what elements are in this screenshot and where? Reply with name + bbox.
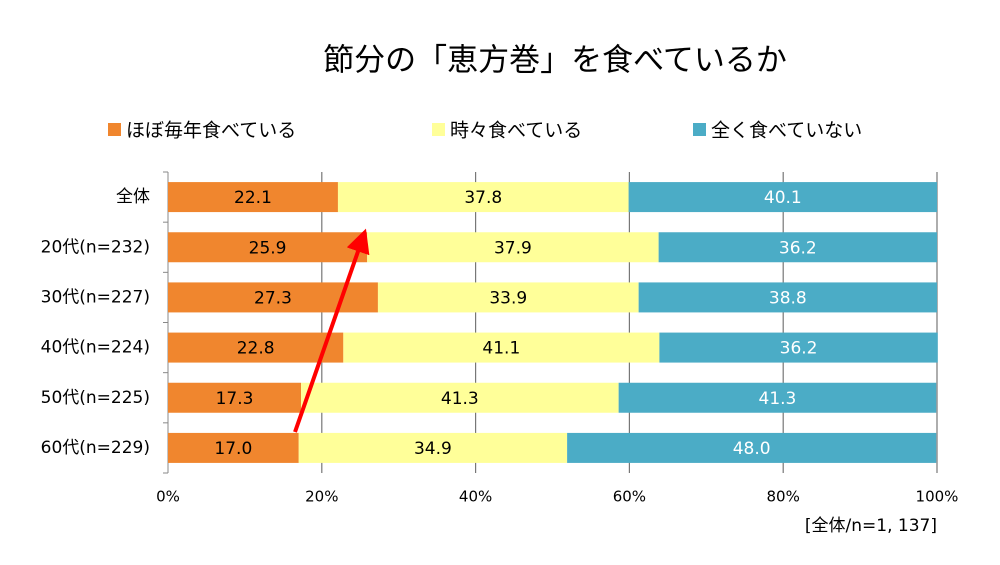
x-tick-label: 40%: [459, 488, 492, 506]
value-label: 38.8: [769, 288, 807, 308]
annotation: [全体/n=1, 137]: [805, 516, 937, 536]
y-tick-label: 40代(n=224): [41, 338, 150, 358]
value-label: 36.2: [779, 238, 817, 258]
value-label: 22.1: [234, 188, 272, 208]
y-tick-label: 60代(n=229): [41, 438, 150, 458]
y-tick-label: 30代(n=227): [41, 287, 150, 307]
bar-segment: [168, 182, 338, 213]
legend-label: 全く食べていない: [711, 120, 862, 142]
value-label: 33.9: [489, 288, 527, 308]
value-label: 34.9: [414, 439, 452, 459]
value-label: 37.9: [494, 238, 532, 258]
y-tick-label: 20代(n=232): [41, 237, 150, 257]
bar-segment: [658, 232, 937, 263]
chart-title: 節分の「恵方巻」を食べているか: [323, 43, 787, 79]
value-label: 25.9: [249, 238, 287, 258]
bar-segment: [638, 282, 937, 313]
bar-segment: [343, 332, 660, 363]
value-label: 36.2: [780, 339, 818, 359]
value-label: 48.0: [733, 439, 771, 459]
legend-swatch: [108, 123, 121, 136]
x-tick-label: 80%: [767, 488, 800, 506]
bar-segment: [659, 332, 938, 363]
x-tick-label: 20%: [305, 488, 338, 506]
legend-label: ほぼ毎年食べている: [126, 120, 296, 142]
y-tick-label: 全体: [116, 187, 150, 207]
value-label: 41.1: [482, 339, 520, 359]
bar-segment: [168, 332, 344, 363]
trend-arrow: [293, 228, 370, 433]
bar-segment: [337, 182, 629, 213]
value-label: 27.3: [254, 288, 292, 308]
value-label: 41.3: [441, 389, 479, 409]
value-label: 37.8: [464, 188, 502, 208]
x-tick-label: 60%: [613, 488, 646, 506]
value-label: 41.3: [759, 389, 797, 409]
bar-segment: [567, 432, 937, 463]
bar-segment: [367, 232, 659, 263]
legend-swatch: [693, 123, 706, 136]
value-label: 22.8: [237, 339, 275, 359]
bar-segment: [377, 282, 639, 313]
value-label: 40.1: [764, 188, 802, 208]
plot-area: 0% 20% 40% 60% 80% 100% ほぼ毎年食べている 時々食べている 全く食べてい…: [41, 120, 959, 506]
legend-swatch: [432, 123, 445, 136]
bar-segment: [298, 432, 568, 463]
bar-segment: [628, 182, 937, 213]
x-tick-label: 100%: [916, 488, 959, 506]
value-label: 17.3: [216, 389, 254, 409]
value-label: 17.0: [214, 439, 252, 459]
x-tick-label: 0%: [156, 488, 180, 506]
bar-segment: [301, 382, 619, 413]
bar-segment: [618, 382, 937, 413]
bar-segment: [168, 232, 368, 263]
bar-segment: [168, 382, 302, 413]
bar-segment: [168, 432, 299, 463]
y-tick-label: 50代(n=225): [41, 388, 150, 408]
legend-label: 時々食べている: [450, 120, 582, 142]
